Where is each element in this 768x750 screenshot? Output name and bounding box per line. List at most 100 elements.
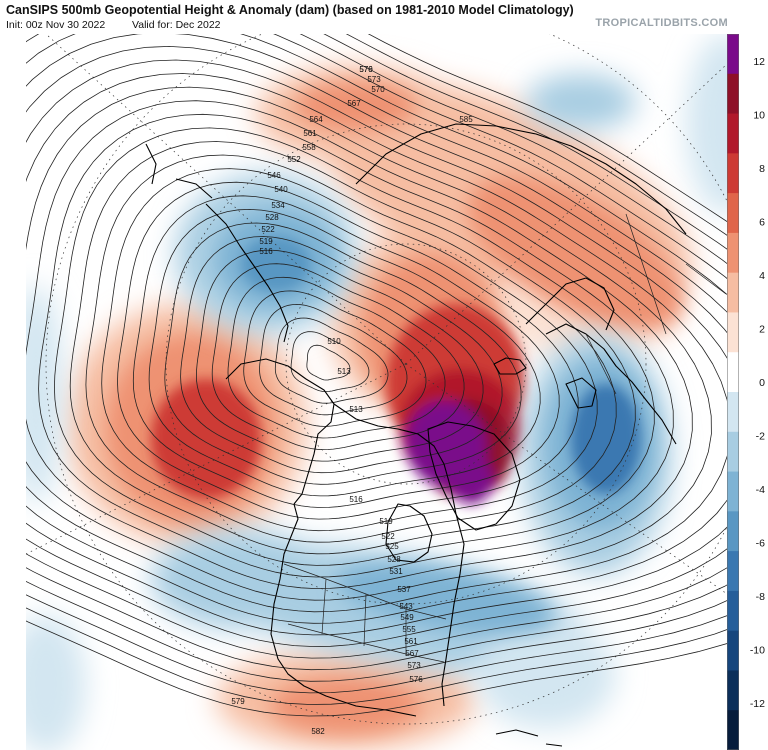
height-contour-label: 570 — [371, 85, 385, 94]
colorbar-swatch — [727, 670, 739, 711]
height-contour-label: 576 — [409, 675, 423, 684]
colorbar-swatch — [727, 153, 739, 194]
colorbar-tick-label: 6 — [759, 217, 765, 229]
height-contour-label: 579 — [231, 697, 245, 706]
height-contour-line — [53, 127, 655, 566]
height-contour-line — [306, 344, 351, 381]
colorbar-swatch — [727, 551, 739, 592]
height-contour-line — [26, 59, 727, 624]
height-contour-label: 546 — [267, 171, 281, 180]
colorbar-swatch — [727, 710, 739, 750]
height-contour-line — [259, 303, 408, 416]
height-contour-line — [132, 195, 560, 508]
height-contour-label: 582 — [311, 727, 325, 736]
height-contour-label: 513 — [349, 405, 363, 414]
valid-period: Valid for: Dec 2022 — [132, 19, 221, 31]
height-contour-line — [243, 290, 427, 427]
coastlines — [145, 123, 687, 747]
colorbar-tick-label: 12 — [753, 56, 765, 68]
height-contour-label: 510 — [327, 337, 341, 346]
height-contour-label: 573 — [407, 661, 421, 670]
colorbar-tick-label: -6 — [756, 538, 765, 550]
height-contour-label: 522 — [261, 225, 275, 234]
height-contour-label: 573 — [367, 75, 381, 84]
height-anomaly-map: 5765735705675645615585525465405345285225… — [26, 34, 727, 750]
positive-anomaly-shading — [66, 66, 692, 749]
height-contour-line — [26, 86, 712, 601]
height-contour-line — [26, 45, 727, 636]
source-watermark: TROPICALTIDBITS.COM — [595, 17, 728, 29]
height-contour-label: 519 — [379, 517, 393, 526]
colorbar-swatch — [727, 232, 739, 274]
colorbar-swatch — [727, 471, 739, 512]
height-contour-line — [26, 34, 727, 671]
colorbar-swatch — [727, 630, 739, 671]
init-time: Init: 00z Nov 30 2022 — [6, 19, 106, 31]
colorbar-tick-label: -12 — [750, 698, 765, 710]
colorbar-swatch — [727, 590, 739, 632]
colorbar-swatch — [727, 272, 739, 313]
height-contour-label: 528 — [387, 555, 401, 564]
height-contour-labels: 5765735705675645615585525465405345285225… — [231, 65, 473, 736]
colorbar-tick-label: 10 — [753, 110, 765, 122]
colorbar-swatch — [727, 352, 739, 393]
colorbar-swatch — [727, 193, 739, 234]
height-contour-line — [26, 34, 727, 659]
colorbar-swatch — [727, 113, 739, 154]
height-contour-line — [227, 276, 446, 439]
colorbar-swatch — [727, 34, 739, 75]
height-contour-line — [69, 141, 636, 555]
colorbar-tick-label: 8 — [759, 163, 765, 175]
height-contour-line — [164, 222, 522, 485]
height-contour-label: 537 — [397, 585, 411, 594]
height-contour-label: 552 — [287, 155, 301, 164]
chart-header: CanSIPS 500mb Geopotential Height & Anom… — [0, 0, 768, 34]
height-contour-label: 558 — [302, 143, 316, 152]
height-contour-line — [211, 263, 465, 451]
height-contour-line — [26, 34, 727, 717]
height-contour-line — [38, 113, 674, 578]
height-contour-label: 585 — [459, 115, 473, 124]
colorbar-tick-label: 0 — [759, 377, 765, 389]
height-contour-label: 567 — [347, 99, 361, 108]
height-contour-line — [26, 34, 727, 694]
colorbar-tick-label: 4 — [759, 270, 765, 282]
anomaly-colorbar: 12 10 8 6 4 2 0 -2 -4 -6 -8 -10 -12 — [727, 34, 768, 750]
height-contour-line — [117, 181, 579, 520]
height-contours — [26, 34, 727, 717]
colorbar-swatch — [727, 73, 739, 115]
height-contour-line — [195, 249, 484, 462]
height-contour-label: 549 — [400, 613, 414, 622]
colorbar-swatch — [727, 431, 739, 473]
height-contour-line — [26, 34, 727, 682]
colorbar-tick-labels: 12 10 8 6 4 2 0 -2 -4 -6 -8 -10 -12 — [750, 56, 765, 710]
political-borders — [283, 213, 727, 663]
height-contour-label: 513 — [337, 367, 351, 376]
negative-anomaly-shading — [26, 34, 727, 750]
height-contour-label: 561 — [404, 637, 418, 646]
height-contour-label: 525 — [385, 542, 399, 551]
colorbar-tick-label: -2 — [756, 431, 765, 443]
height-contour-label: 564 — [309, 115, 323, 124]
height-contour-line — [180, 236, 503, 474]
chart-title: CanSIPS 500mb Geopotential Height & Anom… — [6, 3, 574, 17]
height-contour-line — [85, 154, 617, 543]
height-contour-line — [26, 34, 727, 705]
height-contour-line — [26, 34, 727, 647]
height-contour-label: 516 — [349, 495, 363, 504]
colorbar-swatch — [727, 392, 739, 433]
height-contour-line — [101, 168, 598, 532]
height-contour-label: 519 — [259, 237, 273, 246]
colorbar-swatch — [727, 511, 739, 552]
colorbar-tick-label: -10 — [750, 645, 765, 657]
colorbar-tick-label: -8 — [756, 591, 765, 603]
height-contour-label: 528 — [265, 213, 279, 222]
height-contour-label: 576 — [359, 65, 373, 74]
polar-projection-map: 5765735705675645615585525465405345285225… — [26, 34, 727, 750]
height-contour-label: 534 — [271, 201, 285, 210]
height-contour-line — [274, 317, 389, 404]
height-contour-label: 540 — [274, 185, 288, 194]
height-contour-label: 570 — [359, 65, 373, 74]
colorbar-swatches — [727, 34, 739, 750]
height-contour-label: 543 — [399, 602, 413, 611]
